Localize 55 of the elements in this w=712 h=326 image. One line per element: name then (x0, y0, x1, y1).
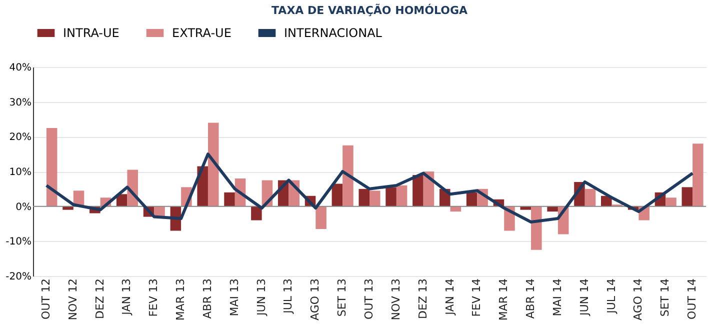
bar (224, 192, 235, 206)
x-tick-label: MAI 14 (550, 278, 564, 316)
bar (342, 145, 354, 206)
x-tick-label: OUT 14 (686, 278, 699, 320)
x-tick-label: DEZ 12 (93, 278, 106, 319)
bar (358, 188, 370, 206)
bar (370, 190, 380, 206)
y-tick-label: 0% (16, 202, 32, 213)
bar (584, 188, 596, 206)
bar (682, 187, 693, 206)
bar (692, 144, 704, 206)
x-tick-label: ABR 13 (200, 278, 214, 319)
x-tick-label: OUT 13 (362, 278, 376, 320)
bar (316, 206, 326, 229)
bar (208, 122, 219, 206)
bar (46, 128, 58, 206)
x-tick-label: SET 14 (658, 278, 672, 317)
x-tick-label: OUT 12 (39, 278, 52, 320)
x-tick-label: AGO 13 (308, 278, 322, 321)
legend-label: INTRA-UE (63, 26, 120, 40)
x-tick-label: NOV 13 (389, 278, 402, 320)
y-tick-label: 10% (9, 167, 32, 178)
y-tick-label: 20% (9, 132, 32, 144)
x-tick-label: NOV 12 (66, 278, 80, 320)
bar (251, 206, 262, 220)
x-tick-label: JAN 14 (443, 278, 456, 316)
x-tick-label: MAR 13 (174, 278, 188, 321)
bar (332, 184, 343, 206)
x-tick-label: MAR 14 (497, 278, 510, 321)
x-tick-label: DEZ 13 (416, 278, 430, 319)
x-tick-label: SET 13 (336, 278, 349, 317)
bar (396, 185, 408, 206)
x-tick-label: JUL 13 (282, 278, 295, 314)
bar (386, 187, 396, 206)
x-tick-label: JUL 14 (604, 278, 618, 314)
y-tick-label: -10% (6, 236, 32, 248)
y-tick-label: 30% (9, 97, 32, 108)
x-tick-label: FEV 13 (147, 278, 160, 317)
bar (666, 198, 676, 206)
line-series (44, 152, 694, 224)
chart-title: TAXA DE VARIAÇÃO HOMÓLOGA (272, 3, 468, 17)
x-tick-label: FEV 14 (470, 278, 484, 317)
bar (531, 206, 542, 250)
legend-label: EXTRA-UE (172, 26, 232, 40)
bar (466, 192, 478, 206)
y-tick-label: 40% (9, 62, 32, 74)
x-tick-label: JUN 13 (254, 278, 268, 317)
x-tick-label: JAN 13 (120, 278, 134, 316)
x-tick-label: AGO 14 (632, 278, 645, 321)
bar (412, 174, 424, 206)
x-tick-label: ABR 14 (524, 278, 538, 319)
x-tick-label: JUN 14 (578, 278, 591, 317)
x-tick-label: MAI 13 (228, 278, 241, 316)
y-tick-label: -20% (6, 272, 32, 282)
legend-label: INTERNACIONAL (284, 26, 382, 40)
